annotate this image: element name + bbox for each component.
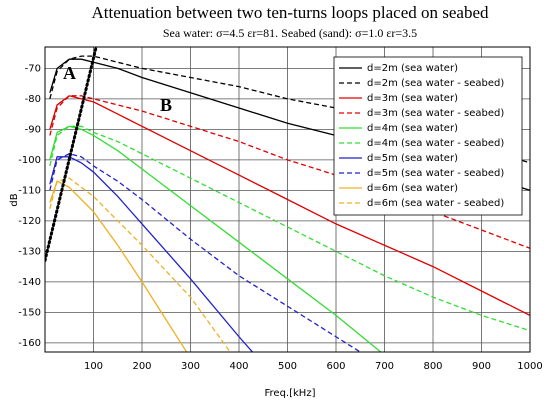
- x-tick-label: 200: [132, 361, 151, 372]
- y-axis-label: dB: [9, 193, 20, 206]
- series-line: [49, 125, 530, 332]
- y-tick-label: -120: [18, 216, 41, 227]
- legend-label: d=6m (sea water - seabed): [367, 198, 504, 209]
- series-line: [49, 153, 362, 352]
- x-tick-label: 500: [278, 361, 297, 372]
- x-tick-label: 900: [472, 361, 491, 372]
- legend-label: d=3m (sea water - seabed): [367, 108, 504, 119]
- legend: d=2m (sea water) d=2m (sea water - seabed…: [333, 56, 523, 216]
- legend-label: d=3m (sea water): [367, 93, 458, 104]
- y-tick-label: -160: [18, 338, 41, 349]
- y-tick-label: -140: [18, 277, 41, 288]
- y-tick-label: -100: [18, 155, 41, 166]
- legend-label: d=5m (sea water): [367, 153, 458, 164]
- y-tick-label: -70: [25, 63, 41, 74]
- y-tick-label: -90: [25, 124, 41, 135]
- x-tick-label: 100: [84, 361, 103, 372]
- x-tick-label: 600: [326, 361, 345, 372]
- y-tick-label: -110: [18, 185, 41, 196]
- legend-label: d=4m (sea water - seabed): [367, 138, 504, 149]
- legend-label: d=5m (sea water - seabed): [367, 168, 504, 179]
- x-tick-label: 400: [229, 361, 248, 372]
- series-line: [49, 177, 231, 352]
- series-line: [49, 180, 188, 352]
- x-axis-label: Freq.[kHz]: [265, 388, 316, 399]
- legend-label: d=2m (sea water - seabed): [367, 78, 504, 89]
- chart-title: Attenuation between two ten-turns loops …: [91, 3, 489, 22]
- y-tick-label: -150: [18, 307, 41, 318]
- y-tick-label: -130: [18, 246, 41, 257]
- chart-subtitle: Sea water: σ=4.5 εr=81. Seabed (sand): σ…: [163, 26, 417, 40]
- plot-border: [44, 46, 531, 353]
- annotation: A: [63, 63, 76, 83]
- legend-label: d=4m (sea water): [367, 123, 458, 134]
- x-tick-label: 800: [423, 361, 442, 372]
- x-tick-label: 300: [181, 361, 200, 372]
- lines: [45, 47, 530, 352]
- x-tick-label: 700: [375, 361, 394, 372]
- series-line: [49, 95, 530, 316]
- y-tick-label: -80: [25, 94, 41, 105]
- series-line: [49, 156, 254, 352]
- annotation: B: [160, 95, 172, 115]
- legend-label: d=2m (sea water): [367, 63, 458, 74]
- legend-box: [333, 56, 523, 216]
- boundary-line: [45, 47, 98, 262]
- x-tick-label: 1000: [517, 361, 542, 372]
- legend-label: d=6m (sea water): [367, 183, 458, 194]
